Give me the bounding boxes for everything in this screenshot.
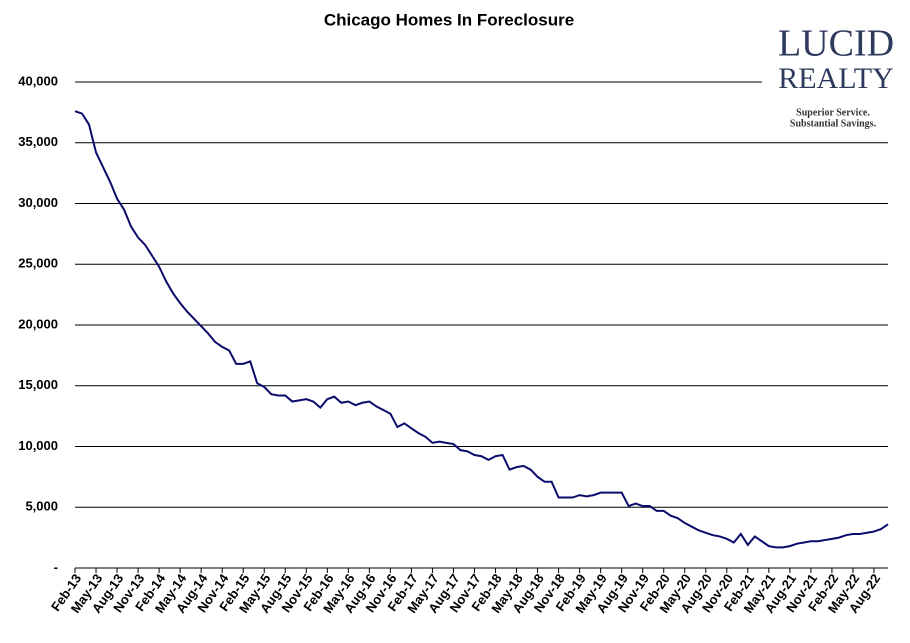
y-tick-label: 30,000 (18, 195, 58, 210)
logo-tagline: Substantial Savings. (790, 118, 877, 129)
y-tick-label: 35,000 (18, 134, 58, 149)
chart-title: Chicago Homes In Foreclosure (324, 10, 574, 29)
y-tick-label: 25,000 (18, 256, 58, 271)
y-tick-label: 15,000 (18, 377, 58, 392)
y-tick-label: 10,000 (18, 438, 58, 453)
logo-tagline: Superior Service. (796, 107, 870, 118)
logo-background (762, 25, 907, 135)
y-tick-label: 20,000 (18, 316, 58, 331)
logo-text: REALTY (778, 62, 894, 95)
logo-text: LUCID (778, 23, 894, 65)
y-tick-label: 5,000 (25, 499, 58, 514)
y-tick-label: 40,000 (18, 73, 58, 88)
data-line (74, 110, 889, 549)
y-tick-label: - (54, 559, 58, 574)
